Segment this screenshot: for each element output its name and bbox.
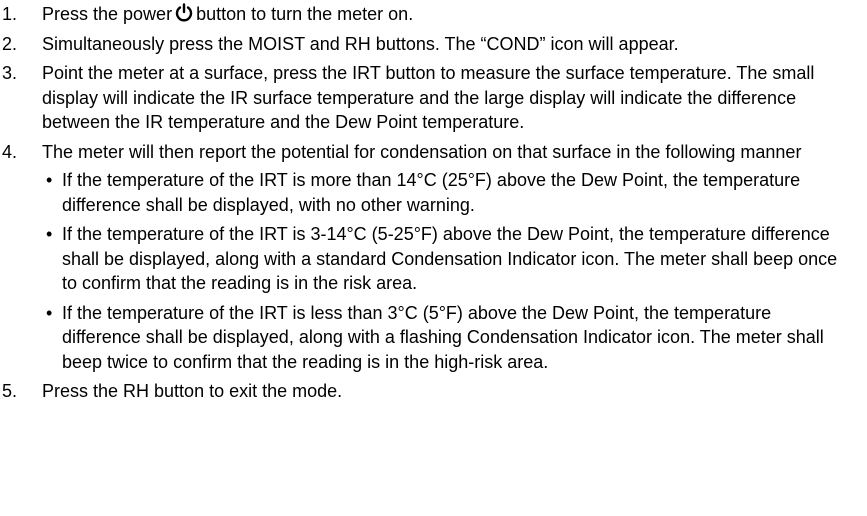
step-text-part: Press the power bbox=[42, 4, 173, 24]
bullet-text: If the temperature of the IRT is 3-14°C … bbox=[62, 224, 838, 293]
bullet-dot: • bbox=[46, 224, 53, 244]
step-text-part: Press the RH button to exit the mode. bbox=[42, 381, 343, 401]
instruction-list: 1. Press the power button to turn the mete… bbox=[0, 2, 860, 409]
step-text: Press the RH button to exit the mode. bbox=[42, 379, 850, 404]
step: 4. The meter will then report the potenti… bbox=[0, 140, 850, 375]
bullet-text: If the temperature of the IRT is less th… bbox=[62, 302, 824, 372]
bullet-list: • If the temperature of the IRT is more t… bbox=[42, 168, 850, 374]
bullet-text: If the temperature of the IRT is more th… bbox=[62, 170, 801, 215]
bullet-dot: • bbox=[46, 170, 53, 190]
step-text-part: Simultaneously press the MOIST and RH bu… bbox=[42, 33, 679, 54]
step-number: 4. bbox=[2, 141, 18, 162]
step-text: Simultaneously press the MOIST and RH bu… bbox=[42, 32, 850, 57]
step-text: Point the meter at a surface, press the … bbox=[42, 61, 850, 135]
step-text: The meter will then report the potential… bbox=[42, 140, 850, 165]
bullet-item: • If the temperature of the IRT is more t… bbox=[42, 168, 850, 217]
step: 3. Point the meter at a surface, press th… bbox=[0, 61, 850, 135]
bullet-dot: • bbox=[46, 302, 53, 323]
step: 2. Simultaneously press the MOIST and RH … bbox=[0, 32, 850, 57]
step-number: 1. bbox=[2, 4, 18, 24]
step: 1. Press the power button to turn the mete… bbox=[0, 2, 850, 27]
step-number: 5. bbox=[2, 381, 18, 401]
bullet-item: • If the temperature of the IRT is less t… bbox=[42, 301, 850, 375]
step-number: 2. bbox=[2, 33, 18, 54]
power-icon bbox=[175, 3, 193, 22]
bullet-item: • If the temperature of the IRT is 3-14°C… bbox=[42, 222, 850, 296]
step-number: 3. bbox=[2, 63, 18, 83]
step: 5. Press the RH button to exit the mode. bbox=[0, 379, 850, 404]
step-text-part: Point the meter at a surface, press the … bbox=[42, 63, 815, 132]
step-text: Press the power button to turn the meter … bbox=[42, 2, 850, 27]
step-text-part: The meter will then report the potential… bbox=[42, 141, 802, 162]
step-text-part: button to turn the meter on. bbox=[196, 4, 414, 24]
